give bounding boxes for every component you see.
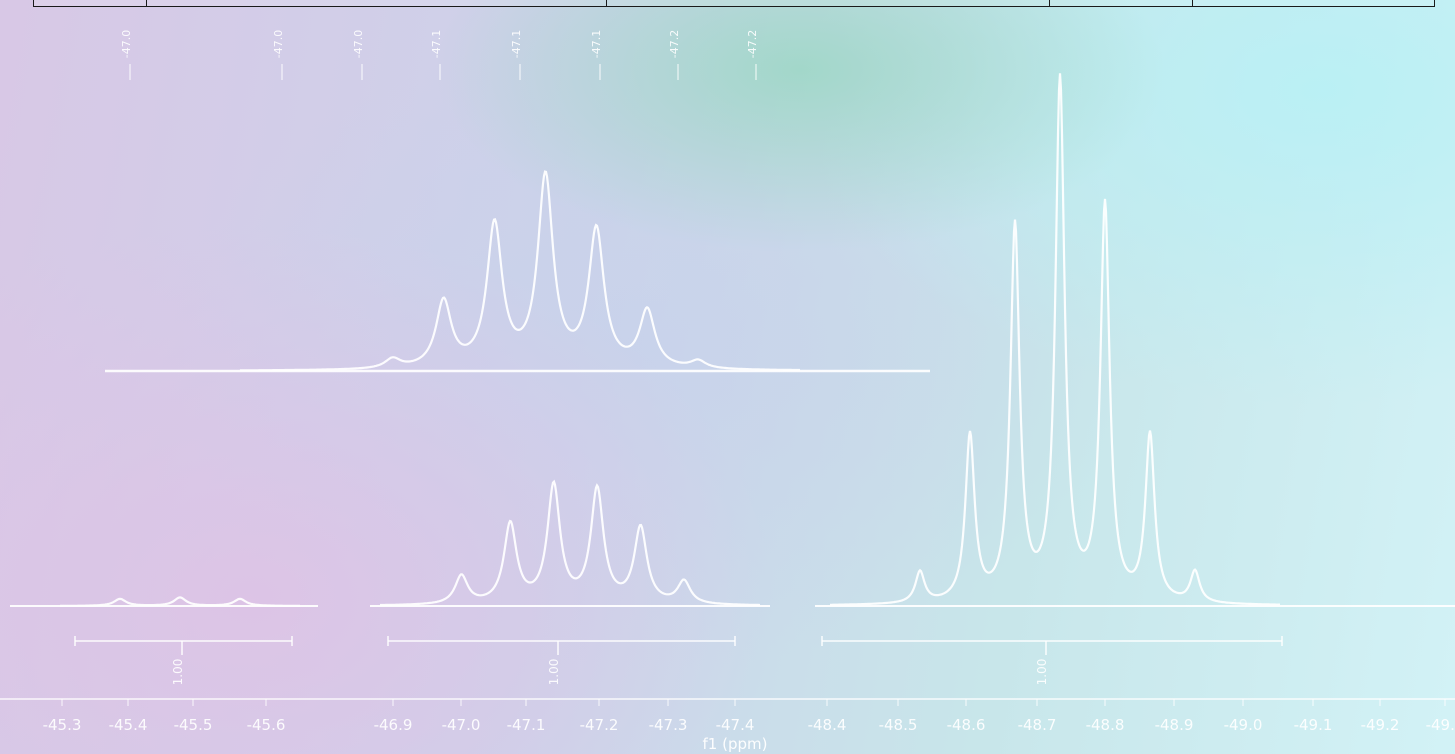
x-tick-label: -48.5 [879, 716, 918, 734]
table-strip [33, 0, 1435, 7]
table-cell [1192, 0, 1193, 6]
x-tick-label: -49.2 [1361, 716, 1400, 734]
upper-spectrum [105, 170, 930, 373]
peak-label: -47.0 [352, 30, 365, 58]
x-tick-label: -49.1 [1294, 716, 1333, 734]
x-tick-label: -49.0 [1224, 716, 1263, 734]
integral-label: 1.00 [547, 659, 561, 686]
peak-label: -47.2 [746, 30, 759, 58]
x-tick-label: -48.8 [1086, 716, 1125, 734]
x-tick-label: -48.6 [947, 716, 986, 734]
x-tick-label: -48.7 [1018, 716, 1057, 734]
integral-label: 1.00 [1035, 659, 1049, 686]
peak-label: -47.1 [590, 30, 603, 58]
integral-label: 1.00 [171, 659, 185, 686]
lower-trace-2 [380, 479, 760, 607]
lower-trace-1 [60, 596, 300, 607]
peak-label: -47.1 [430, 30, 443, 58]
lower-trace-3 [830, 73, 1280, 606]
table-cell [1049, 0, 1050, 6]
integral-regions: 1.00 1.00 1.00 [74, 636, 1283, 686]
x-tick-label: -46.9 [374, 716, 413, 734]
x-tick-label: -49.3 [1426, 716, 1455, 734]
upper-trace [239, 170, 800, 372]
table-cell [606, 0, 607, 6]
x-tick-label: -47.2 [580, 716, 619, 734]
x-tick-label: -45.4 [109, 716, 148, 734]
peak-label: -47.0 [272, 30, 285, 58]
x-tick-label: -47.1 [507, 716, 546, 734]
top-peak-labels: -47.0 -47.0 -47.0 -47.1 -47.1 -47.1 -47.2 -47.2 [120, 30, 759, 80]
peak-label: -47.1 [510, 30, 523, 58]
lower-spectrum [10, 73, 1455, 607]
x-tick-label: -47.4 [716, 716, 755, 734]
peak-label: -47.2 [668, 30, 681, 58]
x-tick-label: -47.3 [649, 716, 688, 734]
x-tick-label: -45.3 [43, 716, 82, 734]
table-cell [146, 0, 147, 6]
x-axis: -45.3 -45.4 -45.5 -45.6 -46.9 -47.0 -47.1 -47.2… [0, 698, 1455, 753]
peak-label: -47.0 [120, 30, 133, 58]
x-tick-label: -48.4 [808, 716, 847, 734]
x-tick-label: -47.0 [442, 716, 481, 734]
x-axis-title: f1 (ppm) [703, 735, 768, 753]
x-tick-label: -45.5 [174, 716, 213, 734]
x-tick-label: -45.6 [247, 716, 286, 734]
x-tick-label: -48.9 [1155, 716, 1194, 734]
